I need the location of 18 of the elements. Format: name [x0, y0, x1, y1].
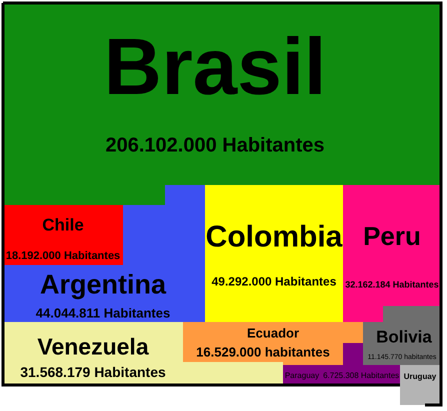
- data-label: 18.192.000 Habitantes: [6, 250, 120, 262]
- category-label: Brasil: [104, 22, 326, 112]
- category-label: Paraguay: [284, 371, 320, 380]
- data-label: 32.162.184 Habitantes: [345, 279, 439, 290]
- data-label: 31.568.179 Habitantes: [20, 364, 166, 380]
- category-label: Peru: [363, 221, 421, 252]
- data-label: 16.529.000 habitantes: [196, 344, 330, 360]
- category-label: Bolivia: [376, 328, 432, 347]
- category-label: Colombia: [206, 220, 343, 254]
- data-label: 206.102.000 Habitantes: [105, 134, 325, 157]
- category-label: Venezuela: [37, 333, 149, 360]
- category-label: Uruguay: [404, 372, 437, 382]
- data-label: 49.292.000 Habitantes: [212, 274, 337, 288]
- data-label: 6.725.308 Habitantes: [323, 371, 400, 380]
- category-label: Chile: [42, 216, 84, 235]
- category-label: Argentina: [40, 269, 167, 300]
- data-label: 44.044.811 Habitantes: [36, 306, 170, 321]
- category-label: Ecuador: [246, 326, 300, 341]
